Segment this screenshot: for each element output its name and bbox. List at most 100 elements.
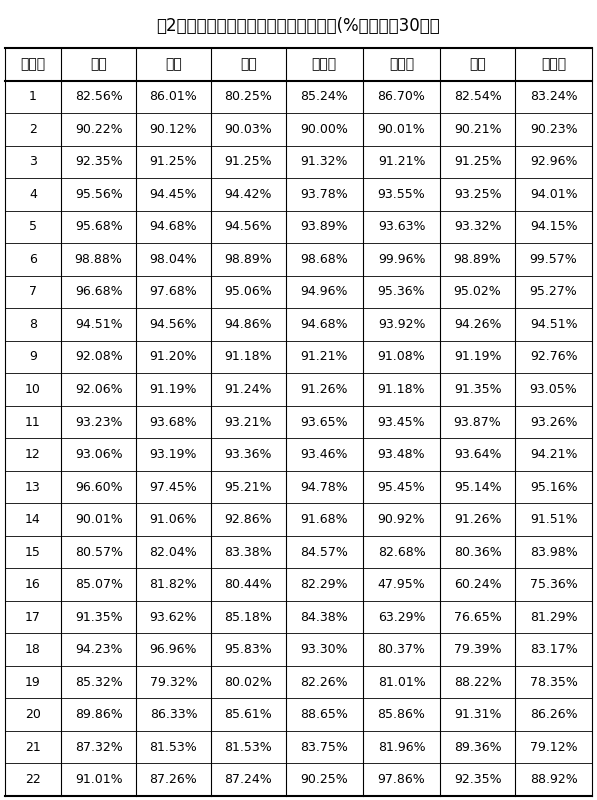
Text: 82.29%: 82.29% <box>300 578 348 591</box>
Text: 93.45%: 93.45% <box>378 415 426 429</box>
Text: 93.65%: 93.65% <box>300 415 348 429</box>
Text: 95.06%: 95.06% <box>224 286 272 298</box>
Text: 89.36%: 89.36% <box>454 741 501 754</box>
Text: 83.75%: 83.75% <box>300 741 348 754</box>
Text: 90.22%: 90.22% <box>75 123 122 136</box>
Text: 98.68%: 98.68% <box>300 253 348 266</box>
Text: 93.87%: 93.87% <box>454 415 501 429</box>
Text: 95.27%: 95.27% <box>530 286 577 298</box>
Text: 96.68%: 96.68% <box>75 286 122 298</box>
Text: 94.86%: 94.86% <box>224 318 272 331</box>
Text: 94.96%: 94.96% <box>300 286 348 298</box>
Text: 85.86%: 85.86% <box>378 708 426 721</box>
Text: 96.96%: 96.96% <box>150 643 197 656</box>
Text: 86.01%: 86.01% <box>150 90 198 103</box>
Text: 93.48%: 93.48% <box>378 448 426 461</box>
Text: 88.65%: 88.65% <box>300 708 348 721</box>
Text: 93.92%: 93.92% <box>378 318 425 331</box>
Text: 91.25%: 91.25% <box>150 155 197 168</box>
Text: 97.68%: 97.68% <box>150 286 198 298</box>
Text: 92.35%: 92.35% <box>454 774 501 786</box>
Text: 95.56%: 95.56% <box>75 188 122 201</box>
Text: 泽漆: 泽漆 <box>240 58 257 71</box>
Text: 93.05%: 93.05% <box>530 383 577 396</box>
Text: 91.35%: 91.35% <box>75 610 122 624</box>
Text: 91.21%: 91.21% <box>300 350 348 363</box>
Text: 82.04%: 82.04% <box>150 546 198 558</box>
Text: 92.86%: 92.86% <box>224 513 272 526</box>
Text: 93.19%: 93.19% <box>150 448 197 461</box>
Text: 90.01%: 90.01% <box>75 513 122 526</box>
Text: 90.01%: 90.01% <box>378 123 426 136</box>
Text: 89.86%: 89.86% <box>75 708 122 721</box>
Text: 86.26%: 86.26% <box>530 708 577 721</box>
Text: 13: 13 <box>25 481 41 494</box>
Text: 米瓦罐: 米瓦罐 <box>312 58 337 71</box>
Text: 90.03%: 90.03% <box>224 123 272 136</box>
Text: 87.26%: 87.26% <box>150 774 198 786</box>
Text: 麦蒿: 麦蒿 <box>90 58 107 71</box>
Text: 20: 20 <box>25 708 41 721</box>
Text: 94.56%: 94.56% <box>150 318 197 331</box>
Text: 90.25%: 90.25% <box>300 774 348 786</box>
Text: 83.38%: 83.38% <box>224 546 272 558</box>
Text: 97.45%: 97.45% <box>150 481 198 494</box>
Text: 16: 16 <box>25 578 41 591</box>
Text: 47.95%: 47.95% <box>378 578 426 591</box>
Text: 98.04%: 98.04% <box>150 253 198 266</box>
Text: 91.31%: 91.31% <box>454 708 501 721</box>
Text: 95.83%: 95.83% <box>224 643 272 656</box>
Text: 80.37%: 80.37% <box>378 643 426 656</box>
Text: 92.08%: 92.08% <box>75 350 122 363</box>
Text: 93.23%: 93.23% <box>75 415 122 429</box>
Text: 94.01%: 94.01% <box>530 188 577 201</box>
Text: 2: 2 <box>29 123 37 136</box>
Text: 75.36%: 75.36% <box>530 578 577 591</box>
Text: 19: 19 <box>25 676 41 689</box>
Text: 88.22%: 88.22% <box>454 676 501 689</box>
Text: 92.96%: 92.96% <box>530 155 577 168</box>
Text: 93.21%: 93.21% <box>224 415 272 429</box>
Text: 95.45%: 95.45% <box>378 481 426 494</box>
Text: 60.24%: 60.24% <box>454 578 501 591</box>
Text: 88.92%: 88.92% <box>530 774 577 786</box>
Text: 94.23%: 94.23% <box>75 643 122 656</box>
Text: 93.68%: 93.68% <box>150 415 197 429</box>
Text: 93.25%: 93.25% <box>454 188 501 201</box>
Text: 83.24%: 83.24% <box>530 90 577 103</box>
Text: 91.51%: 91.51% <box>530 513 577 526</box>
Text: 93.64%: 93.64% <box>454 448 501 461</box>
Text: 76.65%: 76.65% <box>454 610 501 624</box>
Text: 94.45%: 94.45% <box>150 188 197 201</box>
Text: 17: 17 <box>25 610 41 624</box>
Text: 81.96%: 81.96% <box>378 741 426 754</box>
Text: 80.36%: 80.36% <box>454 546 501 558</box>
Text: 97.86%: 97.86% <box>378 774 426 786</box>
Text: 99.57%: 99.57% <box>530 253 577 266</box>
Text: 11: 11 <box>25 415 41 429</box>
Text: 92.76%: 92.76% <box>530 350 577 363</box>
Text: 78.35%: 78.35% <box>530 676 577 689</box>
Text: 94.15%: 94.15% <box>530 220 577 234</box>
Text: 83.98%: 83.98% <box>530 546 577 558</box>
Text: 91.25%: 91.25% <box>454 155 501 168</box>
Text: 18: 18 <box>25 643 41 656</box>
Text: 5: 5 <box>29 220 37 234</box>
Text: 84.38%: 84.38% <box>300 610 348 624</box>
Text: 95.16%: 95.16% <box>530 481 577 494</box>
Text: 93.55%: 93.55% <box>378 188 426 201</box>
Text: 93.78%: 93.78% <box>300 188 348 201</box>
Text: 3: 3 <box>29 155 37 168</box>
Text: 81.53%: 81.53% <box>150 741 198 754</box>
Text: 14: 14 <box>25 513 41 526</box>
Text: 91.21%: 91.21% <box>378 155 425 168</box>
Text: 79.39%: 79.39% <box>454 643 501 656</box>
Text: 6: 6 <box>29 253 37 266</box>
Text: 98.88%: 98.88% <box>75 253 122 266</box>
Text: 87.24%: 87.24% <box>224 774 272 786</box>
Text: 90.21%: 90.21% <box>454 123 501 136</box>
Text: 80.57%: 80.57% <box>75 546 122 558</box>
Text: 85.32%: 85.32% <box>75 676 122 689</box>
Text: 91.20%: 91.20% <box>150 350 197 363</box>
Text: 95.36%: 95.36% <box>378 286 426 298</box>
